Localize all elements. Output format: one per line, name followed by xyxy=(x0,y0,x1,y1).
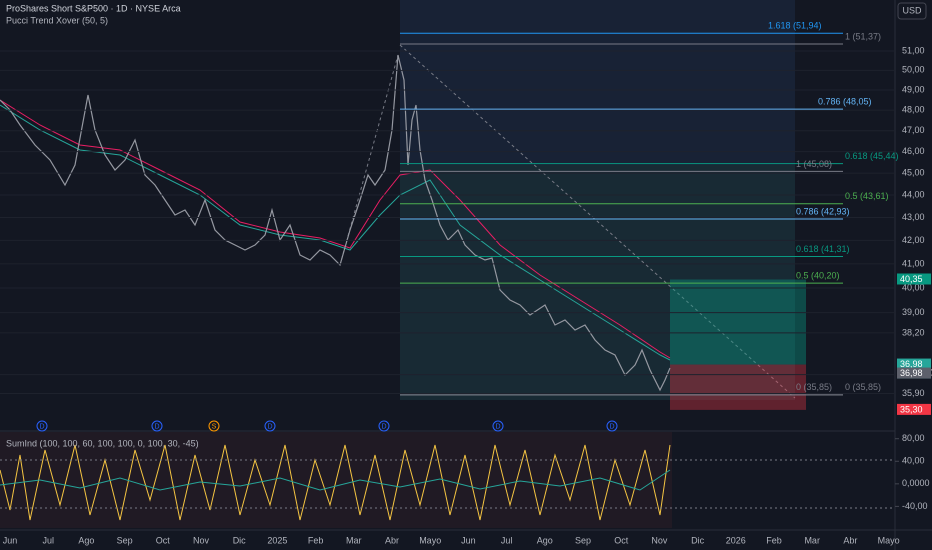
x-tick-label: Oct xyxy=(614,535,629,545)
fib-label: 0 (35,85) xyxy=(796,382,832,392)
y-tick-label: 43,00 xyxy=(902,212,925,222)
y-tick-label: 42,00 xyxy=(902,235,925,245)
fib-label: 0.786 (42,93) xyxy=(796,206,850,216)
price-path xyxy=(0,54,671,392)
fib-label: 0.5 (40,20) xyxy=(796,271,840,281)
oscillator-title: SumInd (100, 100, 60, 100, 100, 0, 100, … xyxy=(6,438,199,448)
price-label-box xyxy=(897,273,931,285)
price-label-box xyxy=(897,403,931,415)
target-zone xyxy=(670,279,806,365)
event-label: D xyxy=(267,423,272,430)
price-label: 35,30 xyxy=(900,404,923,414)
x-tick-label: 2026 xyxy=(726,535,746,545)
fib-label: 0.618 (41,31) xyxy=(796,244,850,254)
y-tick-label: 40,00 xyxy=(902,282,925,292)
price-label-box xyxy=(897,367,931,379)
fib-label: 1 (45,08) xyxy=(796,159,832,169)
y-tick-label: 48,00 xyxy=(902,105,925,115)
fib-label: 0.5 (43,61) xyxy=(845,191,889,201)
x-tick-label: Mar xyxy=(804,535,820,545)
y-tick-label: 51,00 xyxy=(902,45,925,55)
x-tick-label: Nov xyxy=(651,535,668,545)
osc-tick-label: -40,00 xyxy=(902,501,928,511)
x-tick-label: Dic xyxy=(233,535,246,545)
event-label: D xyxy=(381,423,386,430)
osc-tick-label: 0,0000 xyxy=(902,478,930,488)
y-tick-label: 39,00 xyxy=(902,307,925,317)
osc-tick-label: 40,00 xyxy=(902,456,925,466)
position-tool[interactable] xyxy=(670,279,806,410)
x-tick-label: Mar xyxy=(346,535,362,545)
event-label: S xyxy=(212,423,217,430)
price-label: 40,35 xyxy=(900,274,923,284)
x-tick-label: Jun xyxy=(461,535,476,545)
event-marker[interactable] xyxy=(378,420,390,432)
event-label: D xyxy=(609,423,614,430)
event-label: D xyxy=(154,423,159,430)
y-tick-label: 44,00 xyxy=(902,189,925,199)
x-tick-label: Mayo xyxy=(878,535,900,545)
x-tick-label: Feb xyxy=(308,535,324,545)
x-tick-label: Jul xyxy=(501,535,513,545)
x-tick-label: Nov xyxy=(193,535,210,545)
event-marker[interactable] xyxy=(264,420,276,432)
x-tick-label: Ago xyxy=(78,535,94,545)
event-marker[interactable] xyxy=(36,420,48,432)
fib-label: 0.786 (48,05) xyxy=(818,97,872,107)
symbol-title: ProShares Short S&P500 · 1D · NYSE Arca xyxy=(6,3,181,13)
x-tick-label: Ago xyxy=(537,535,553,545)
x-tick-label: Abr xyxy=(843,535,857,545)
x-tick-label: Feb xyxy=(766,535,782,545)
x-tick-label: Jul xyxy=(42,535,54,545)
currency-box[interactable] xyxy=(897,2,927,20)
oscillator-line xyxy=(0,444,671,521)
event-marker[interactable] xyxy=(606,420,618,432)
y-tick-label: 41,00 xyxy=(902,258,925,268)
y-tick-label: 45,00 xyxy=(902,167,925,177)
moving-average xyxy=(0,99,671,359)
x-tick-label: Jun xyxy=(3,535,18,545)
x-tick-label: Sep xyxy=(117,535,133,545)
moving-average xyxy=(0,104,671,361)
y-tick-label: 46,00 xyxy=(902,146,925,156)
event-label: D xyxy=(39,423,44,430)
fib-label: 1 (51,37) xyxy=(845,31,881,41)
x-tick-label: Oct xyxy=(156,535,171,545)
x-tick-label: Abr xyxy=(385,535,399,545)
price-label: 36,98 xyxy=(900,368,923,378)
fib-label: 0 (35,85) xyxy=(845,382,881,392)
event-marker[interactable] xyxy=(492,420,504,432)
event-label: D xyxy=(495,423,500,430)
y-tick-label: 47,00 xyxy=(902,125,925,135)
trend-line xyxy=(399,44,796,399)
osc-tick-label: 80,00 xyxy=(902,433,925,443)
x-tick-label: Dic xyxy=(691,535,704,545)
indicator-title: Pucci Trend Xover (50, 5) xyxy=(6,15,108,25)
stop-zone xyxy=(670,364,806,410)
event-marker[interactable] xyxy=(151,420,163,432)
x-tick-label: Mayo xyxy=(419,535,441,545)
y-tick-label: 35,90 xyxy=(902,388,925,398)
event-marker[interactable] xyxy=(208,420,220,432)
fib-label: 1.618 (51,94) xyxy=(768,21,822,31)
y-tick-label: 38,20 xyxy=(902,327,925,337)
oscillator-signal xyxy=(0,469,671,491)
currency[interactable]: USD xyxy=(902,5,922,15)
price-label: 36,98 xyxy=(900,359,923,369)
x-tick-label: Sep xyxy=(575,535,591,545)
x-tick-label: 2025 xyxy=(267,535,287,545)
fib-label: 0.618 (45,44) xyxy=(845,151,899,161)
y-tick-label: 50,00 xyxy=(902,65,925,75)
y-tick-label: 49,00 xyxy=(902,84,925,94)
